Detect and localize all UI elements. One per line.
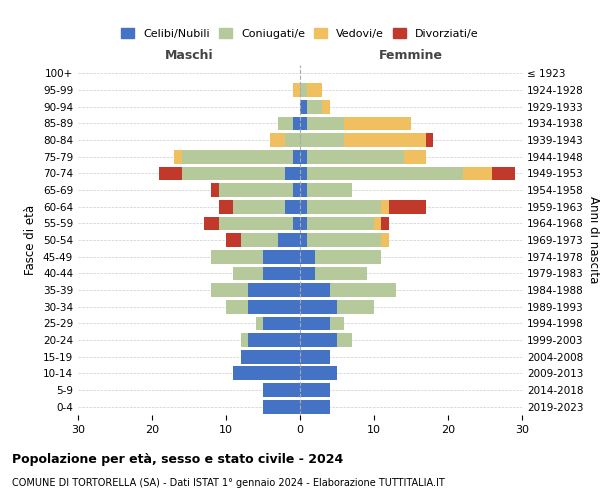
Bar — [307, 233, 382, 247]
Bar — [337, 333, 352, 347]
Bar — [285, 166, 300, 180]
Bar — [300, 250, 315, 264]
Bar — [300, 350, 329, 364]
Bar — [300, 116, 307, 130]
Bar — [300, 283, 329, 297]
Bar — [307, 150, 404, 164]
Bar — [285, 133, 300, 147]
Bar — [278, 233, 300, 247]
Bar — [463, 166, 493, 180]
Bar — [300, 83, 307, 97]
Bar — [300, 266, 315, 280]
Bar — [382, 200, 389, 213]
Bar — [404, 150, 426, 164]
Text: Maschi: Maschi — [164, 48, 214, 62]
Bar — [263, 266, 300, 280]
Bar — [248, 300, 300, 314]
Bar — [218, 216, 293, 230]
Bar — [344, 116, 411, 130]
Bar — [389, 200, 426, 213]
Text: COMUNE DI TORTORELLA (SA) - Dati ISTAT 1° gennaio 2024 - Elaborazione TUTTITALIA: COMUNE DI TORTORELLA (SA) - Dati ISTAT 1… — [12, 478, 445, 488]
Bar — [300, 233, 307, 247]
Bar — [174, 150, 182, 164]
Bar — [241, 233, 278, 247]
Bar — [315, 250, 382, 264]
Bar — [300, 400, 329, 413]
Bar — [329, 283, 396, 297]
Bar — [278, 116, 293, 130]
Bar — [218, 183, 293, 197]
Bar — [211, 250, 263, 264]
Bar — [226, 233, 241, 247]
Bar — [241, 350, 300, 364]
Bar — [211, 183, 218, 197]
Bar — [182, 166, 285, 180]
Bar — [374, 216, 382, 230]
Bar — [160, 166, 182, 180]
Text: Femmine: Femmine — [379, 48, 443, 62]
Bar — [307, 83, 322, 97]
Bar — [233, 266, 263, 280]
Bar — [248, 283, 300, 297]
Bar — [300, 300, 337, 314]
Bar — [300, 166, 307, 180]
Bar — [307, 200, 382, 213]
Bar — [382, 216, 389, 230]
Bar — [300, 216, 307, 230]
Bar — [263, 383, 300, 397]
Bar — [426, 133, 433, 147]
Bar — [307, 116, 344, 130]
Bar — [263, 250, 300, 264]
Y-axis label: Fasce di età: Fasce di età — [25, 205, 37, 275]
Bar — [300, 366, 337, 380]
Bar — [285, 200, 300, 213]
Bar — [307, 100, 322, 114]
Bar — [293, 150, 300, 164]
Bar — [293, 183, 300, 197]
Bar — [293, 116, 300, 130]
Legend: Celibi/Nubili, Coniugati/e, Vedovi/e, Divorziati/e: Celibi/Nubili, Coniugati/e, Vedovi/e, Di… — [118, 25, 482, 42]
Bar — [293, 83, 300, 97]
Bar — [271, 133, 285, 147]
Bar — [218, 200, 233, 213]
Bar — [248, 333, 300, 347]
Y-axis label: Anni di nascita: Anni di nascita — [587, 196, 600, 284]
Bar — [300, 150, 307, 164]
Bar — [233, 366, 300, 380]
Bar — [263, 316, 300, 330]
Bar — [307, 166, 463, 180]
Bar — [300, 316, 329, 330]
Bar — [182, 150, 293, 164]
Bar — [300, 383, 329, 397]
Bar — [493, 166, 515, 180]
Bar — [329, 316, 344, 330]
Bar — [211, 283, 248, 297]
Bar — [337, 300, 374, 314]
Bar — [293, 216, 300, 230]
Bar — [300, 333, 337, 347]
Bar — [233, 200, 285, 213]
Bar — [307, 216, 374, 230]
Bar — [263, 400, 300, 413]
Bar — [382, 233, 389, 247]
Text: Popolazione per età, sesso e stato civile - 2024: Popolazione per età, sesso e stato civil… — [12, 452, 343, 466]
Bar — [226, 300, 248, 314]
Bar — [300, 100, 307, 114]
Bar — [307, 183, 352, 197]
Bar — [241, 333, 248, 347]
Bar — [300, 200, 307, 213]
Bar — [300, 183, 307, 197]
Bar — [322, 100, 329, 114]
Bar — [300, 133, 344, 147]
Bar — [204, 216, 218, 230]
Bar — [344, 133, 426, 147]
Bar — [315, 266, 367, 280]
Bar — [256, 316, 263, 330]
